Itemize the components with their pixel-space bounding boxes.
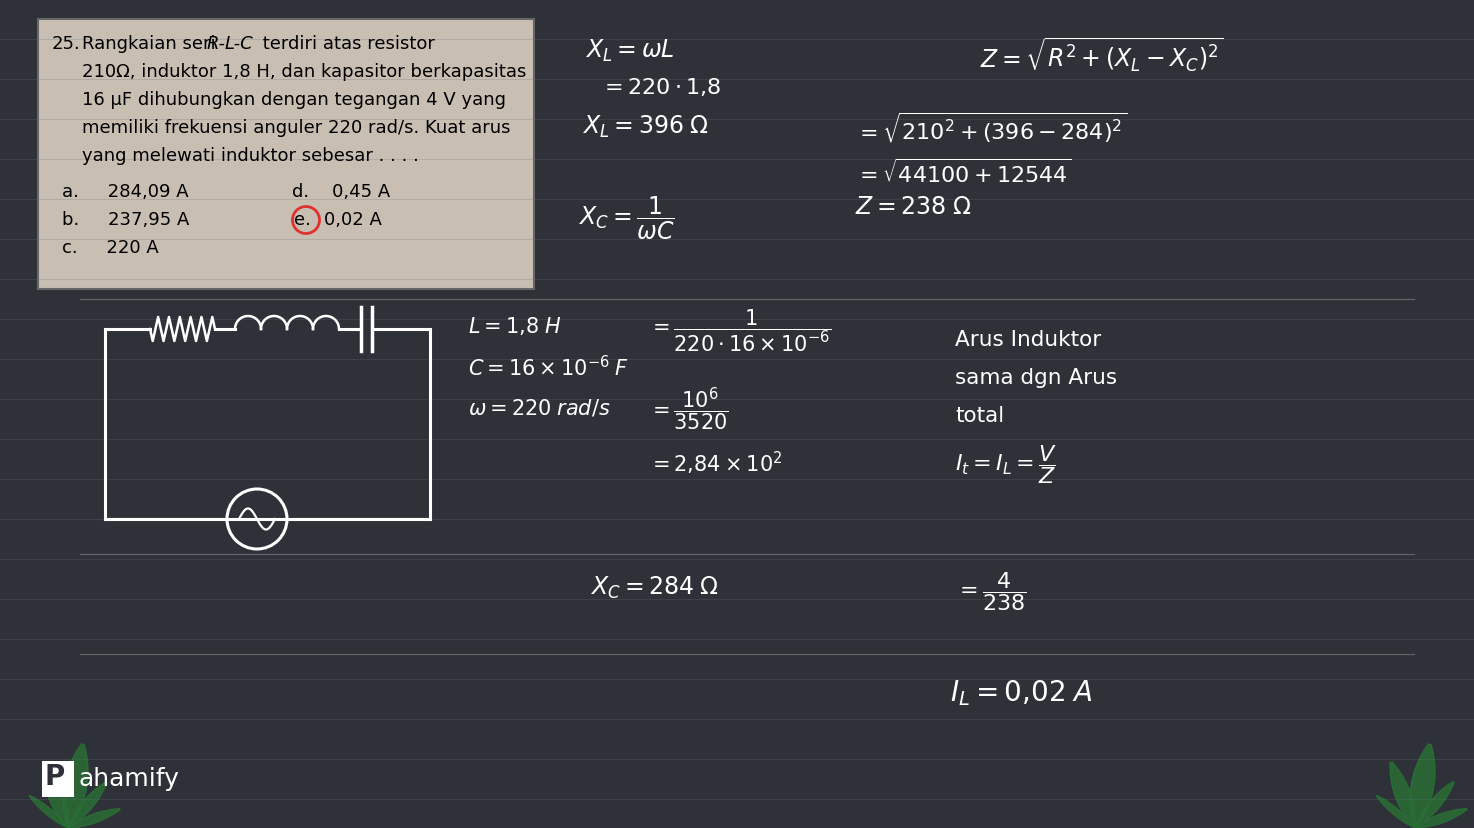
Text: Rangkaian seri: Rangkaian seri [83, 35, 221, 53]
Text: d.    0,45 A: d. 0,45 A [292, 183, 391, 200]
Text: yang melewati induktor sebesar . . . .: yang melewati induktor sebesar . . . . [83, 147, 419, 165]
Polygon shape [1377, 796, 1415, 828]
Text: terdiri atas resistor: terdiri atas resistor [256, 35, 435, 53]
Text: sama dgn Arus: sama dgn Arus [955, 368, 1117, 388]
Text: $Z = \sqrt{R^2 + (X_L - X_C)^2}$: $Z = \sqrt{R^2 + (X_L - X_C)^2}$ [980, 35, 1223, 73]
Text: $= 220 \cdot 1{,}8$: $= 220 \cdot 1{,}8$ [600, 76, 721, 98]
Polygon shape [1390, 762, 1415, 828]
Text: c.     220 A: c. 220 A [62, 238, 159, 257]
Text: total: total [955, 406, 1004, 426]
Text: $= \dfrac{10^6}{3520}$: $= \dfrac{10^6}{3520}$ [649, 384, 728, 432]
Text: $= \dfrac{1}{220 \cdot 16 \times 10^{-6}}$: $= \dfrac{1}{220 \cdot 16 \times 10^{-6}… [649, 308, 831, 354]
Text: 25.: 25. [52, 35, 81, 53]
Text: $X_C = 284 \; \Omega$: $X_C = 284 \; \Omega$ [590, 575, 719, 600]
Text: $= \sqrt{210^2 + (396 - 284)^2}$: $= \sqrt{210^2 + (396 - 284)^2}$ [855, 110, 1128, 145]
Text: $= \sqrt{44100 + 12544}$: $= \sqrt{44100 + 12544}$ [855, 158, 1072, 186]
FancyBboxPatch shape [38, 20, 534, 290]
Polygon shape [1415, 809, 1467, 828]
Text: 16 μF dihubungkan dengan tegangan 4 V yang: 16 μF dihubungkan dengan tegangan 4 V ya… [83, 91, 506, 108]
Text: 210Ω, induktor 1,8 H, dan kapasitor berkapasitas: 210Ω, induktor 1,8 H, dan kapasitor berk… [83, 63, 526, 81]
Text: $X_C = \dfrac{1}{\omega C}$: $X_C = \dfrac{1}{\omega C}$ [578, 195, 675, 242]
Polygon shape [1411, 744, 1436, 828]
Text: $L = 1{,}8 \; H$: $L = 1{,}8 \; H$ [469, 315, 562, 337]
Text: $\omega = 220 \; rad/s$: $\omega = 220 \; rad/s$ [469, 397, 610, 417]
Polygon shape [68, 809, 119, 828]
Text: e.: e. [293, 211, 311, 229]
FancyBboxPatch shape [41, 761, 74, 797]
Text: $X_L = \omega L$: $X_L = \omega L$ [585, 38, 675, 64]
Text: $I_L = 0{,}02 \; A$: $I_L = 0{,}02 \; A$ [951, 677, 1092, 707]
Text: 0,02 A: 0,02 A [324, 211, 382, 229]
Text: $X_L = 396 \; \Omega$: $X_L = 396 \; \Omega$ [582, 114, 709, 140]
Text: Arus Induktor: Arus Induktor [955, 330, 1101, 349]
Text: P: P [44, 762, 65, 790]
Text: R-L-C: R-L-C [206, 35, 254, 53]
Text: $C = 16 \times 10^{-6} \; F$: $C = 16 \times 10^{-6} \; F$ [469, 354, 629, 380]
Polygon shape [43, 762, 68, 828]
Polygon shape [1415, 782, 1455, 828]
Text: $= 2{,}84 \times 10^2$: $= 2{,}84 \times 10^2$ [649, 450, 783, 477]
Polygon shape [29, 796, 68, 828]
Text: $Z = 238 \; \Omega$: $Z = 238 \; \Omega$ [855, 195, 971, 219]
Polygon shape [63, 744, 88, 828]
Text: $= \dfrac{4}{238}$: $= \dfrac{4}{238}$ [955, 570, 1027, 612]
Polygon shape [68, 782, 108, 828]
Text: a.     284,09 A: a. 284,09 A [62, 183, 189, 200]
Text: b.     237,95 A: b. 237,95 A [62, 211, 189, 229]
Text: $I_t = I_L = \dfrac{V}{Z}$: $I_t = I_L = \dfrac{V}{Z}$ [955, 442, 1057, 485]
Text: memiliki frekuensi anguler 220 rad/s. Kuat arus: memiliki frekuensi anguler 220 rad/s. Ku… [83, 119, 510, 137]
Text: ahamify: ahamify [78, 766, 178, 790]
